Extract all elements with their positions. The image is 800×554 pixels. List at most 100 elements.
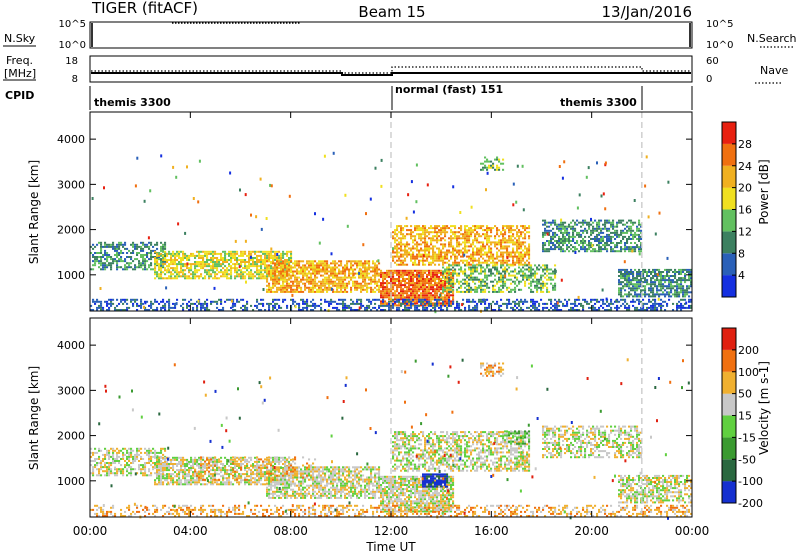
heatmap-cell (338, 270, 341, 273)
heatmap-cell (416, 278, 419, 280)
heatmap-cell (634, 293, 637, 296)
heatmap-cell (116, 254, 119, 256)
heatmap-cell (674, 291, 677, 294)
heatmap-cell (214, 263, 217, 266)
heatmap-cell (310, 280, 313, 283)
heatmap-cell (328, 288, 331, 291)
heatmap-cell (486, 225, 489, 228)
heatmap-cell (660, 281, 663, 284)
heatmap-cell (210, 252, 213, 255)
heatmap-cell (302, 282, 305, 285)
heatmap-cell (492, 272, 495, 275)
heatmap-cell (682, 287, 685, 290)
heatmap-cell (492, 257, 495, 260)
heatmap-cell (232, 250, 235, 253)
heatmap-cell (366, 260, 369, 263)
heatmap-cell (244, 259, 247, 261)
heatmap-cell (102, 245, 105, 248)
heatmap-cell (398, 306, 401, 309)
heatmap-cell (328, 276, 331, 279)
heatmap-cell (226, 269, 229, 272)
heatmap-cell (466, 288, 469, 291)
heatmap-cell (410, 269, 413, 272)
heatmap-cell (418, 294, 421, 297)
heatmap-cell (104, 241, 107, 244)
heatmap-cell (230, 259, 233, 261)
heatmap-cell (628, 227, 631, 230)
heatmap-cell (352, 282, 355, 285)
heatmap-cell (436, 278, 439, 280)
heatmap-cell (508, 278, 511, 281)
heatmap-cell (342, 282, 345, 285)
heatmap-cell (574, 221, 577, 224)
heatmap-cell (292, 262, 295, 265)
heatmap-cell (346, 264, 349, 267)
heatmap-cell (158, 275, 161, 278)
heatmap-cell (110, 300, 113, 303)
heatmap-cell (566, 233, 569, 236)
heatmap-cell (450, 282, 453, 285)
heatmap-cell (156, 271, 159, 274)
heatmap-cell (636, 285, 639, 288)
heatmap-cell (436, 253, 439, 256)
heatmap-cell (470, 235, 473, 238)
heatmap-cell (668, 283, 671, 286)
heatmap-cell (434, 292, 437, 295)
heatmap-cell (548, 244, 551, 247)
heatmap-cell (256, 261, 259, 263)
heatmap-cell (394, 296, 397, 299)
heatmap-cell (432, 298, 435, 301)
heatmap-cell (412, 263, 415, 266)
heatmap-cell (452, 253, 455, 256)
heatmap-cell (468, 241, 471, 244)
heatmap-cell (498, 241, 501, 244)
heatmap-cell (452, 263, 455, 266)
heatmap-cell (546, 290, 549, 293)
heatmap-cell (416, 275, 419, 278)
heatmap-cell (192, 302, 195, 305)
heatmap-cell (420, 243, 423, 246)
heatmap-cell (188, 269, 191, 272)
heatmap-cell (620, 268, 623, 271)
heatmap-cell (614, 246, 617, 249)
heatmap-cell (674, 275, 677, 277)
heatmap-cell (280, 306, 283, 309)
heatmap-cell (354, 284, 357, 287)
heatmap-cell (104, 264, 107, 267)
heatmap-cell (610, 242, 613, 244)
heatmap-cell (450, 300, 453, 303)
heatmap-cell (530, 266, 533, 269)
heatmap-cell (210, 269, 213, 272)
heatmap-cell (370, 276, 373, 279)
power-heatmap-cells (90, 112, 693, 314)
heatmap-cell (100, 256, 103, 258)
heatmap-cell (518, 263, 521, 266)
heatmap-cell (686, 291, 689, 294)
heatmap-cell (644, 287, 647, 290)
heatmap-cell (474, 268, 477, 271)
heatmap-cell (422, 271, 425, 274)
heatmap-cell (658, 295, 661, 298)
heatmap-cell (636, 229, 639, 232)
heatmap-cell (616, 229, 619, 232)
heatmap-cell (466, 251, 469, 254)
heatmap-cell (586, 244, 589, 247)
heatmap-cell (406, 253, 409, 256)
heatmap-cell (108, 306, 111, 309)
heatmap-cell (386, 304, 389, 307)
heatmap-cell (690, 268, 693, 271)
heatmap-cell (370, 266, 373, 269)
heatmap-cell (392, 255, 395, 258)
heatmap-cell (486, 286, 489, 289)
heatmap-cell (466, 282, 469, 285)
heatmap-cell (422, 263, 425, 266)
heatmap-cell (616, 231, 619, 234)
heatmap-cell (434, 288, 437, 291)
heatmap-cell (374, 302, 377, 305)
heatmap-cell (310, 276, 313, 279)
heatmap-cell (382, 280, 385, 282)
heatmap-cell (682, 289, 685, 292)
heatmap-cell (452, 300, 455, 303)
heatmap-cell (510, 237, 513, 240)
heatmap-cell (402, 255, 405, 258)
